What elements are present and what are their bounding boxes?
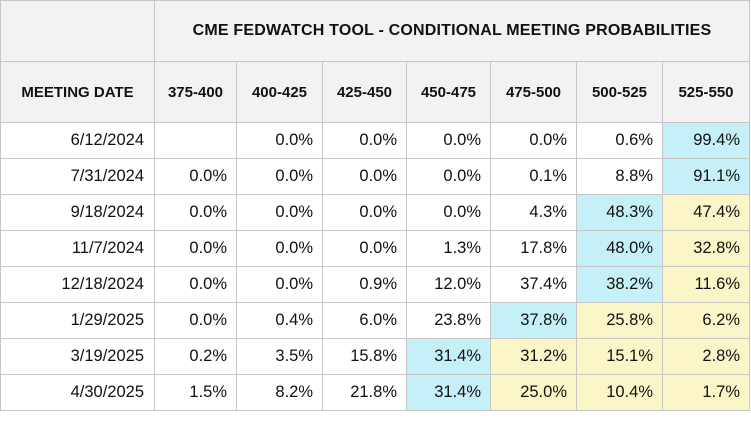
rate-range-header: 425-450 <box>322 61 407 123</box>
meeting-date-cell: 11/7/2024 <box>0 230 155 267</box>
probability-cell: 48.3% <box>576 194 663 231</box>
probability-cell: 21.8% <box>322 374 407 411</box>
probability-cell <box>154 122 237 159</box>
probability-cell: 0.0% <box>154 302 237 339</box>
rate-range-header: 525-550 <box>662 61 750 123</box>
table-row: 6/12/2024 0.0% 0.0% 0.0% 0.0% 0.6% 99.4% <box>0 122 750 159</box>
corner-cell <box>0 0 155 62</box>
rate-range-header: 450-475 <box>406 61 491 123</box>
probability-cell: 3.5% <box>236 338 323 375</box>
probability-cell: 0.0% <box>322 122 407 159</box>
probability-cell: 23.8% <box>406 302 491 339</box>
probability-cell: 0.0% <box>154 158 237 195</box>
probability-cell: 0.0% <box>322 230 407 267</box>
meeting-date-cell: 4/30/2025 <box>0 374 155 411</box>
table-row: 11/7/2024 0.0% 0.0% 0.0% 1.3% 17.8% 48.0% 32.8% <box>0 230 750 267</box>
table-row: 7/31/2024 0.0% 0.0% 0.0% 0.0% 0.1% 8.8% 91.1% <box>0 158 750 195</box>
probability-cell: 15.1% <box>576 338 663 375</box>
probability-cell: 0.0% <box>406 194 491 231</box>
probability-cell: 25.0% <box>490 374 577 411</box>
probability-cell: 99.4% <box>662 122 750 159</box>
probability-cell: 0.0% <box>406 158 491 195</box>
table-row: 1/29/2025 0.0% 0.4% 6.0% 23.8% 37.8% 25.8% 6.2% <box>0 302 750 339</box>
probability-cell: 8.2% <box>236 374 323 411</box>
probability-cell: 25.8% <box>576 302 663 339</box>
probability-cell: 0.0% <box>236 230 323 267</box>
probability-cell: 0.6% <box>576 122 663 159</box>
probability-cell: 32.8% <box>662 230 750 267</box>
probability-cell: 0.0% <box>236 266 323 303</box>
table-row: 4/30/2025 1.5% 8.2% 21.8% 31.4% 25.0% 10.4% 1.7… <box>0 374 750 411</box>
meeting-date-cell: 6/12/2024 <box>0 122 155 159</box>
probability-cell: 10.4% <box>576 374 663 411</box>
meeting-date-cell: 12/18/2024 <box>0 266 155 303</box>
probability-cell: 4.3% <box>490 194 577 231</box>
probability-table: CME FEDWATCH TOOL - CONDITIONAL MEETING … <box>0 0 750 411</box>
probability-cell: 31.4% <box>406 338 491 375</box>
probability-cell: 37.8% <box>490 302 577 339</box>
header-row: MEETING DATE 375-400 400-425 425-450 450-47… <box>0 61 750 123</box>
probability-cell: 47.4% <box>662 194 750 231</box>
probability-cell: 6.0% <box>322 302 407 339</box>
probability-cell: 15.8% <box>322 338 407 375</box>
rate-range-header: 475-500 <box>490 61 577 123</box>
probability-cell: 0.0% <box>236 194 323 231</box>
probability-cell: 0.0% <box>406 122 491 159</box>
probability-cell: 6.2% <box>662 302 750 339</box>
probability-cell: 0.0% <box>154 266 237 303</box>
probability-cell: 2.8% <box>662 338 750 375</box>
meeting-date-cell: 3/19/2025 <box>0 338 155 375</box>
probability-cell: 1.3% <box>406 230 491 267</box>
probability-cell: 0.0% <box>236 158 323 195</box>
probability-cell: 0.0% <box>322 194 407 231</box>
probability-cell: 0.0% <box>490 122 577 159</box>
table-row: 3/19/2025 0.2% 3.5% 15.8% 31.4% 31.2% 15.1% 2.8… <box>0 338 750 375</box>
rate-range-header: 375-400 <box>154 61 237 123</box>
meeting-date-header: MEETING DATE <box>0 61 155 123</box>
title-row: CME FEDWATCH TOOL - CONDITIONAL MEETING … <box>0 0 750 62</box>
probability-cell: 0.2% <box>154 338 237 375</box>
probability-cell: 48.0% <box>576 230 663 267</box>
probability-cell: 31.2% <box>490 338 577 375</box>
probability-cell: 0.4% <box>236 302 323 339</box>
probability-cell: 38.2% <box>576 266 663 303</box>
probability-cell: 31.4% <box>406 374 491 411</box>
rate-range-header: 500-525 <box>576 61 663 123</box>
probability-cell: 91.1% <box>662 158 750 195</box>
probability-cell: 11.6% <box>662 266 750 303</box>
probability-cell: 0.9% <box>322 266 407 303</box>
meeting-date-cell: 1/29/2025 <box>0 302 155 339</box>
probability-cell: 0.1% <box>490 158 577 195</box>
probability-cell: 8.8% <box>576 158 663 195</box>
rate-range-header: 400-425 <box>236 61 323 123</box>
table-body: 6/12/2024 0.0% 0.0% 0.0% 0.0% 0.6% 99.4% 7/31/2… <box>0 122 750 411</box>
probability-cell: 0.0% <box>154 194 237 231</box>
probability-cell: 1.5% <box>154 374 237 411</box>
table-row: 9/18/2024 0.0% 0.0% 0.0% 0.0% 4.3% 48.3% 47.4% <box>0 194 750 231</box>
table-row: 12/18/2024 0.0% 0.0% 0.9% 12.0% 37.4% 38.2% 11.… <box>0 266 750 303</box>
probability-cell: 1.7% <box>662 374 750 411</box>
probability-cell: 0.0% <box>236 122 323 159</box>
meeting-date-cell: 7/31/2024 <box>0 158 155 195</box>
probability-cell: 0.0% <box>322 158 407 195</box>
meeting-date-cell: 9/18/2024 <box>0 194 155 231</box>
probability-cell: 0.0% <box>154 230 237 267</box>
probability-cell: 12.0% <box>406 266 491 303</box>
probability-cell: 17.8% <box>490 230 577 267</box>
probability-cell: 37.4% <box>490 266 577 303</box>
table-title: CME FEDWATCH TOOL - CONDITIONAL MEETING … <box>154 0 750 62</box>
